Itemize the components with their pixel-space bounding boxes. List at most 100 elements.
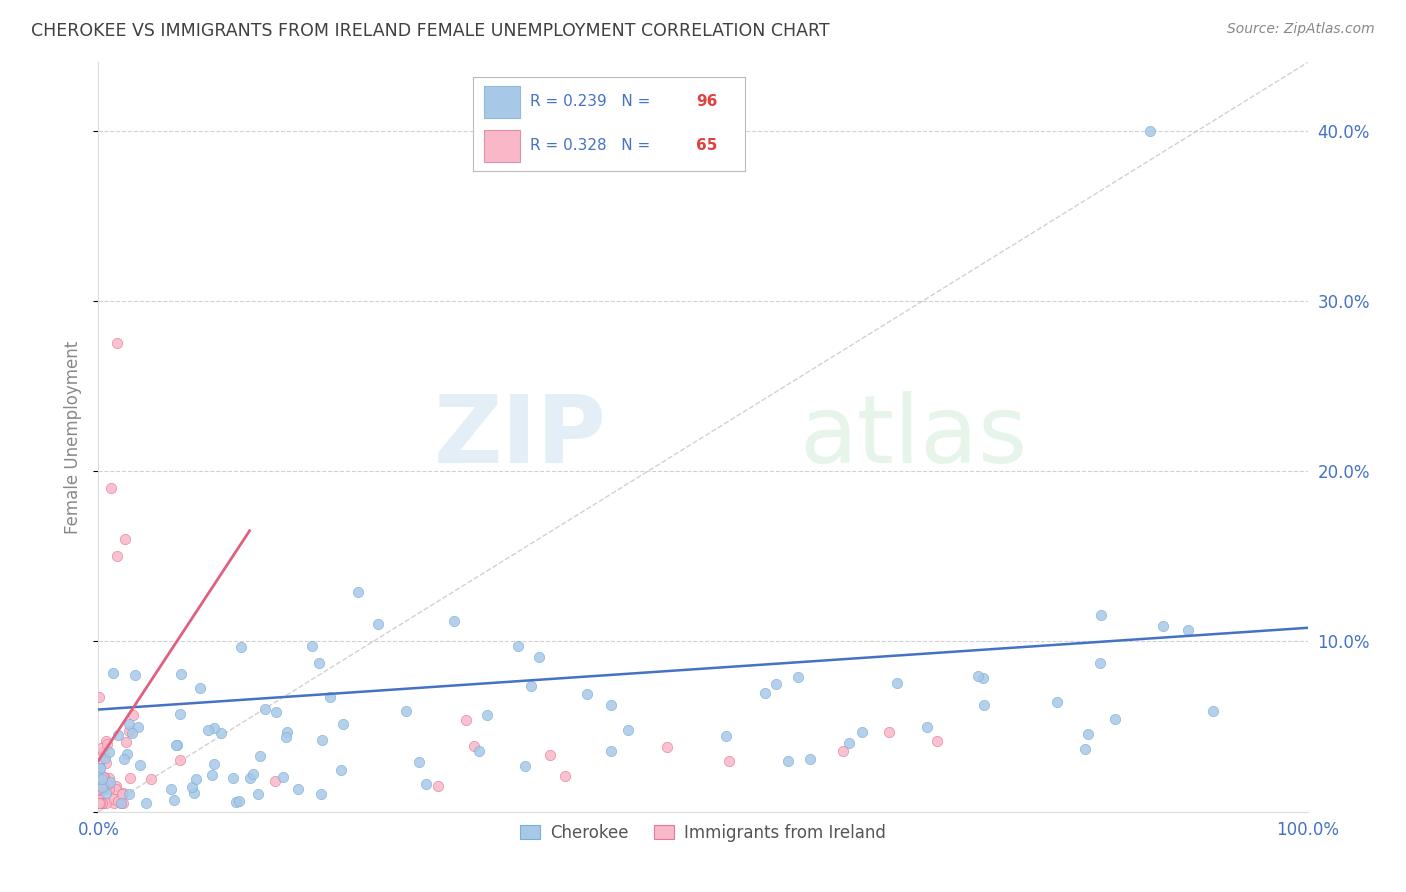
Point	[91, 796, 114, 810]
Point	[105, 549, 128, 564]
Point	[287, 781, 309, 796]
Point	[1077, 727, 1099, 741]
Point	[454, 713, 477, 727]
Point	[111, 796, 134, 810]
Point	[121, 726, 143, 740]
Point	[170, 667, 193, 681]
Point	[554, 769, 576, 783]
Point	[1139, 123, 1161, 137]
Point	[90, 780, 112, 794]
Point	[169, 707, 191, 722]
Point	[135, 796, 157, 810]
Text: atlas: atlas	[800, 391, 1028, 483]
Point	[197, 723, 219, 738]
Point	[87, 782, 110, 797]
Point	[110, 796, 132, 810]
Point	[96, 737, 118, 751]
Point	[786, 670, 808, 684]
Point	[89, 761, 111, 775]
Point	[87, 782, 110, 797]
Point	[309, 787, 332, 801]
Point	[160, 782, 183, 797]
Point	[112, 752, 135, 766]
Point	[264, 705, 287, 719]
Point	[127, 720, 149, 734]
Point	[93, 770, 115, 784]
Point	[98, 745, 121, 759]
Point	[576, 687, 599, 701]
Point	[538, 747, 561, 762]
Point	[231, 640, 253, 655]
Point	[129, 758, 152, 772]
Point	[91, 782, 114, 797]
Point	[463, 739, 485, 753]
Point	[242, 766, 264, 780]
Point	[754, 685, 776, 699]
Point	[97, 777, 120, 791]
Point	[527, 649, 550, 664]
Point	[90, 772, 112, 786]
Point	[111, 787, 134, 801]
Point	[886, 676, 908, 690]
Legend: Cherokee, Immigrants from Ireland: Cherokee, Immigrants from Ireland	[513, 817, 893, 848]
Point	[94, 756, 117, 770]
Point	[91, 796, 114, 810]
Point	[87, 770, 110, 784]
Point	[90, 795, 112, 809]
Point	[966, 669, 988, 683]
Point	[98, 775, 121, 789]
Point	[105, 782, 128, 797]
Point	[832, 744, 855, 758]
Point	[100, 481, 122, 495]
Point	[1202, 704, 1225, 718]
Point	[101, 666, 124, 681]
Point	[247, 788, 270, 802]
Text: ZIP: ZIP	[433, 391, 606, 483]
Point	[118, 717, 141, 731]
Point	[118, 723, 141, 738]
Point	[110, 796, 132, 810]
Point	[249, 748, 271, 763]
Point	[239, 772, 262, 786]
Point	[301, 640, 323, 654]
Point	[94, 786, 117, 800]
Point	[776, 754, 799, 768]
Point	[329, 764, 352, 778]
Point	[104, 780, 127, 794]
Point	[468, 744, 491, 758]
Point	[973, 698, 995, 713]
Point	[332, 716, 354, 731]
Point	[1177, 624, 1199, 638]
Point	[118, 787, 141, 801]
Point	[477, 708, 499, 723]
Point	[600, 698, 623, 713]
Point	[915, 720, 938, 734]
Point	[124, 668, 146, 682]
Point	[253, 702, 276, 716]
Point	[367, 617, 389, 632]
Point	[105, 336, 128, 351]
Point	[1152, 619, 1174, 633]
Point	[107, 728, 129, 742]
Point	[89, 796, 111, 810]
Point	[166, 738, 188, 752]
Point	[89, 792, 111, 806]
Point	[201, 768, 224, 782]
Point	[415, 777, 437, 791]
Point	[93, 771, 115, 785]
Point	[1074, 742, 1097, 756]
Point	[87, 796, 110, 810]
Point	[87, 775, 110, 789]
Point	[1104, 712, 1126, 726]
Point	[115, 735, 138, 749]
Point	[202, 722, 225, 736]
Point	[188, 681, 211, 695]
Point	[121, 708, 143, 723]
Point	[879, 724, 901, 739]
Point	[117, 747, 139, 761]
Point	[169, 753, 191, 767]
Point	[89, 796, 111, 810]
Point	[91, 770, 114, 784]
Point	[765, 677, 787, 691]
Point	[925, 733, 948, 747]
